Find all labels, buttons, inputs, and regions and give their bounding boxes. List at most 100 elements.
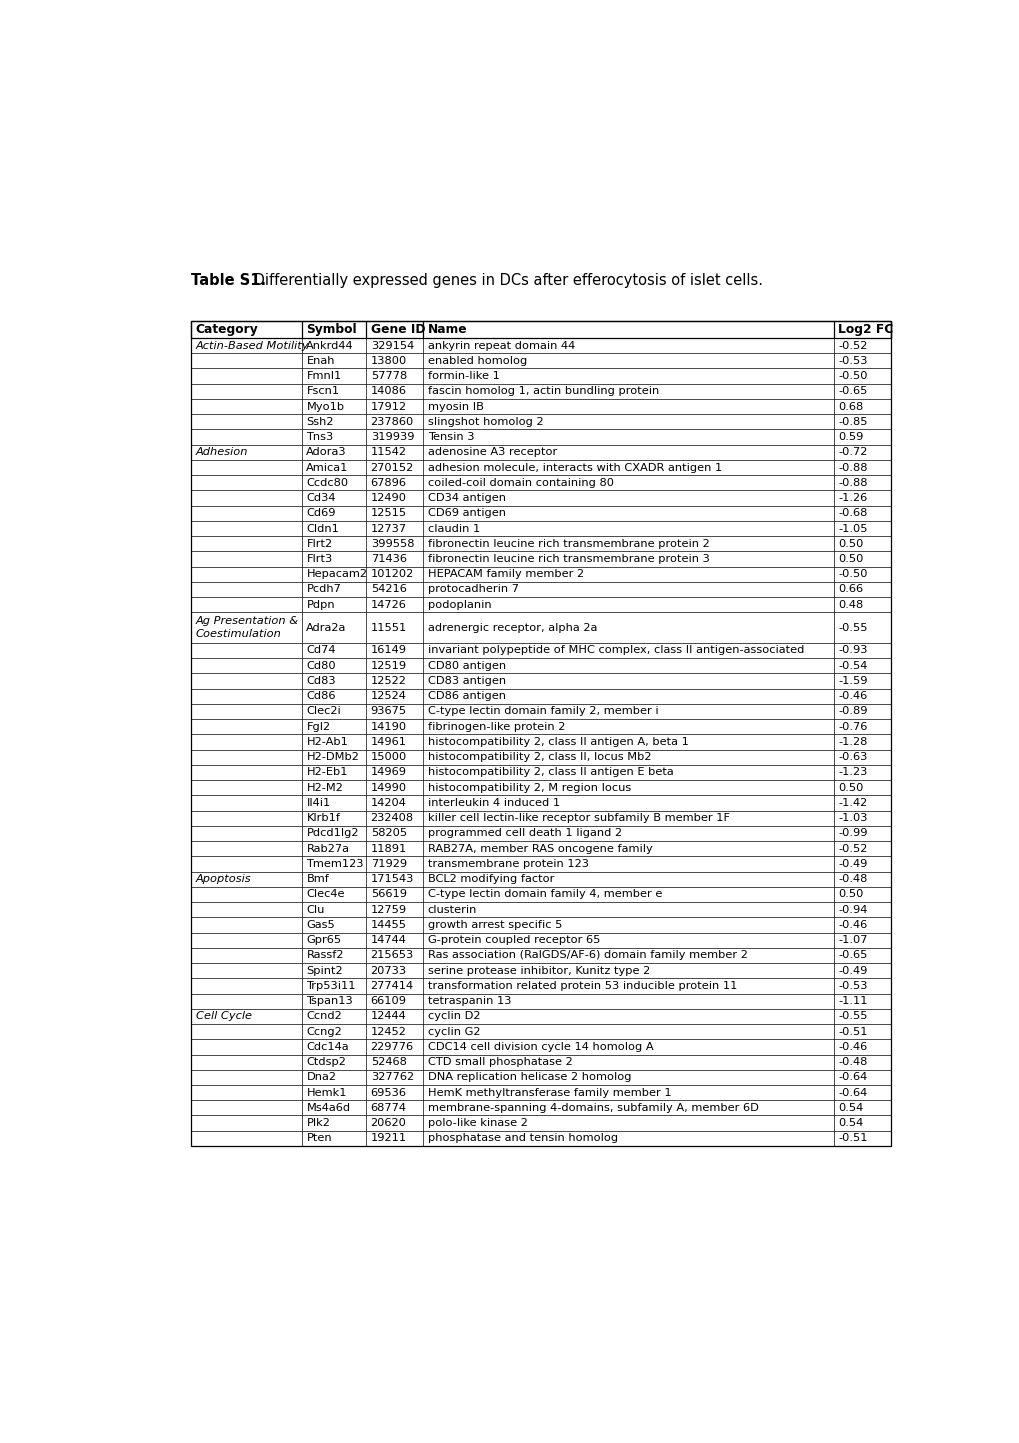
Text: 12524: 12524 [370,691,407,701]
Text: 14961: 14961 [370,737,407,747]
Text: Amica1: Amica1 [306,463,348,472]
Text: 399558: 399558 [370,538,414,548]
Text: 0.68: 0.68 [838,401,863,411]
Text: -1.05: -1.05 [838,524,867,534]
Text: 13800: 13800 [370,356,407,367]
Text: H2-DMb2: H2-DMb2 [306,752,359,762]
Text: 71436: 71436 [370,554,407,564]
Text: -1.59: -1.59 [838,675,867,685]
Text: -1.11: -1.11 [838,996,867,1006]
Text: Cd69: Cd69 [306,508,335,518]
Text: Pdcd1lg2: Pdcd1lg2 [306,828,359,838]
Text: Tns3: Tns3 [306,431,333,442]
Text: Ssh2: Ssh2 [306,417,333,427]
Text: 66109: 66109 [370,996,407,1006]
Text: Fmnl1: Fmnl1 [306,371,341,381]
Text: polo-like kinase 2: polo-like kinase 2 [427,1118,527,1128]
Text: -0.48: -0.48 [838,874,867,885]
Text: Bmf: Bmf [306,874,329,885]
Text: Cd80: Cd80 [306,661,335,671]
Text: 69536: 69536 [370,1088,407,1098]
Text: 12759: 12759 [370,905,407,915]
Text: 0.50: 0.50 [838,889,863,899]
Text: 14969: 14969 [370,768,407,778]
Text: 58205: 58205 [370,828,407,838]
Text: fibronectin leucine rich transmembrane protein 2: fibronectin leucine rich transmembrane p… [427,538,709,548]
Text: -1.03: -1.03 [838,814,867,823]
Text: -0.88: -0.88 [838,478,867,488]
Text: Table S1.: Table S1. [191,273,266,287]
Text: Adra2a: Adra2a [306,622,346,632]
Text: -0.50: -0.50 [838,371,867,381]
Text: 52468: 52468 [370,1058,407,1068]
Text: slingshot homolog 2: slingshot homolog 2 [427,417,543,427]
Text: transmembrane protein 123: transmembrane protein 123 [427,859,588,869]
Text: Ccng2: Ccng2 [306,1026,341,1036]
Text: Gas5: Gas5 [306,919,335,929]
Text: -0.94: -0.94 [838,905,867,915]
Text: 14726: 14726 [370,600,407,610]
Text: cyclin D2: cyclin D2 [427,1012,480,1022]
Text: Dna2: Dna2 [306,1072,336,1082]
Text: -0.68: -0.68 [838,508,867,518]
Text: histocompatibility 2, class II antigen A, beta 1: histocompatibility 2, class II antigen A… [427,737,688,747]
Text: 11891: 11891 [370,844,407,854]
Text: 319939: 319939 [370,431,414,442]
Text: Ctdsp2: Ctdsp2 [306,1058,345,1068]
Text: -0.46: -0.46 [838,691,867,701]
Text: 14455: 14455 [370,919,407,929]
Text: -0.64: -0.64 [838,1072,867,1082]
Text: 14086: 14086 [370,387,407,397]
Text: -0.54: -0.54 [838,661,867,671]
Text: -1.23: -1.23 [838,768,867,778]
Text: 14190: 14190 [370,722,407,732]
Text: Hepacam2: Hepacam2 [306,569,367,579]
Text: C-type lectin domain family 4, member e: C-type lectin domain family 4, member e [427,889,661,899]
Text: 93675: 93675 [370,707,407,717]
Text: myosin IB: myosin IB [427,401,483,411]
Text: Cldn1: Cldn1 [306,524,339,534]
Text: protocadherin 7: protocadherin 7 [427,584,519,595]
Text: Trp53i11: Trp53i11 [306,981,356,991]
Text: 232408: 232408 [370,814,414,823]
Text: -0.55: -0.55 [838,1012,867,1022]
Text: 17912: 17912 [370,401,407,411]
Text: Pten: Pten [306,1133,332,1143]
Text: C-type lectin domain family 2, member i: C-type lectin domain family 2, member i [427,707,657,717]
Text: 277414: 277414 [370,981,414,991]
Text: programmed cell death 1 ligand 2: programmed cell death 1 ligand 2 [427,828,622,838]
Text: -0.48: -0.48 [838,1058,867,1068]
Text: Clu: Clu [306,905,324,915]
Text: Tspan13: Tspan13 [306,996,353,1006]
Text: 327762: 327762 [370,1072,414,1082]
Text: -0.52: -0.52 [838,844,867,854]
Text: growth arrest specific 5: growth arrest specific 5 [427,919,561,929]
Text: ankyrin repeat domain 44: ankyrin repeat domain 44 [427,341,575,351]
Text: Log2 FC: Log2 FC [838,323,893,336]
Text: Ms4a6d: Ms4a6d [306,1102,351,1113]
Text: 0.50: 0.50 [838,538,863,548]
Text: enabled homolog: enabled homolog [427,356,527,367]
Text: -0.49: -0.49 [838,965,867,975]
Text: -0.89: -0.89 [838,707,867,717]
Text: Fscn1: Fscn1 [306,387,339,397]
Text: adrenergic receptor, alpha 2a: adrenergic receptor, alpha 2a [427,622,596,632]
Text: -1.26: -1.26 [838,494,867,504]
Text: Flrt2: Flrt2 [306,538,332,548]
Text: Enah: Enah [306,356,334,367]
Text: fascin homolog 1, actin bundling protein: fascin homolog 1, actin bundling protein [427,387,658,397]
Text: -0.52: -0.52 [838,341,867,351]
Text: podoplanin: podoplanin [427,600,491,610]
Text: G-protein coupled receptor 65: G-protein coupled receptor 65 [427,935,599,945]
Text: -0.46: -0.46 [838,919,867,929]
Text: DNA replication helicase 2 homolog: DNA replication helicase 2 homolog [427,1072,631,1082]
Text: -1.42: -1.42 [838,798,867,808]
Text: 229776: 229776 [370,1042,414,1052]
Text: -0.53: -0.53 [838,981,867,991]
Text: 12515: 12515 [370,508,407,518]
Text: adenosine A3 receptor: adenosine A3 receptor [427,447,556,457]
Text: Pdpn: Pdpn [306,600,334,610]
Text: -0.65: -0.65 [838,387,867,397]
Text: adhesion molecule, interacts with CXADR antigen 1: adhesion molecule, interacts with CXADR … [427,463,721,472]
Text: Category: Category [196,323,258,336]
